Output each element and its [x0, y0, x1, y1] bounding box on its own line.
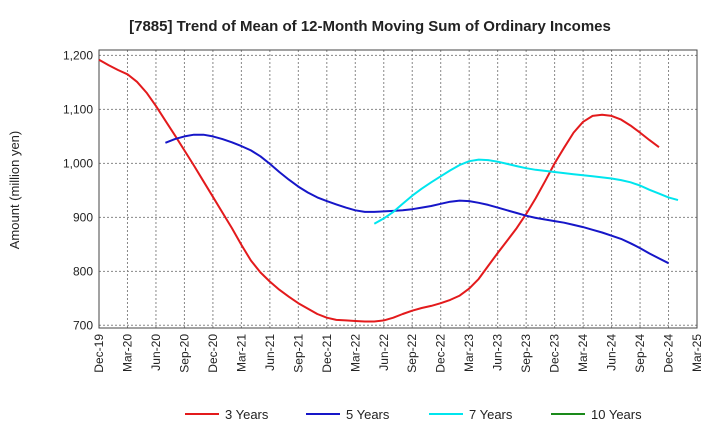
x-tick-label: Dec-20	[206, 334, 220, 373]
x-tick-label: Jun-21	[263, 334, 277, 371]
x-tick-label: Sep-20	[177, 334, 191, 373]
x-tick-label: Sep-23	[519, 334, 533, 373]
x-tick-label: Mar-23	[462, 334, 476, 372]
legend-label: 5 Years	[346, 407, 390, 422]
series-line-3-years	[98, 58, 660, 323]
y-tick-label: 900	[73, 210, 93, 224]
x-tick-label: Jun-22	[377, 334, 391, 371]
x-tick-label: Mar-21	[234, 334, 248, 372]
x-tick-label: Dec-21	[320, 334, 334, 373]
x-tick-label: Sep-24	[633, 334, 647, 373]
x-tick-label: Dec-23	[548, 334, 562, 373]
y-tick-label: 1,000	[63, 156, 93, 170]
x-tick-label: Mar-20	[120, 334, 134, 372]
x-tick-label: Jun-20	[149, 334, 163, 371]
series-line-7-years	[373, 158, 679, 225]
plot-frame	[98, 49, 698, 329]
x-tick-label: Sep-21	[291, 334, 305, 373]
x-tick-label: Jun-23	[491, 334, 505, 371]
x-tick-label: Sep-22	[405, 334, 419, 373]
series-line-5-years	[165, 133, 669, 265]
series-layer	[98, 58, 679, 323]
x-tick-label: Dec-19	[92, 334, 106, 373]
x-tick-label: Dec-24	[662, 334, 676, 373]
y-tick-label: 1,200	[63, 48, 93, 62]
x-tick-label: Dec-22	[434, 334, 448, 373]
y-tick-label: 1,100	[63, 102, 93, 116]
grid-layer	[99, 50, 697, 328]
x-tick-label: Mar-24	[576, 334, 590, 372]
legend: 3 Years 5 Years 7 Years 10 Years	[185, 407, 642, 422]
y-axis-label: Amount (million yen)	[7, 131, 22, 250]
x-tick-label: Mar-22	[348, 334, 362, 372]
legend-label: 3 Years	[225, 407, 269, 422]
y-tick-label: 700	[73, 318, 93, 332]
x-tick-label: Jun-24	[605, 334, 619, 371]
legend-label: 10 Years	[591, 407, 642, 422]
chart-title: [7885] Trend of Mean of 12-Month Moving …	[129, 18, 611, 35]
legend-label: 7 Years	[469, 407, 513, 422]
x-axis-ticks: Dec-19 Mar-20 Jun-20 Sep-20 Dec-20 Mar-21 Jun-…	[92, 334, 704, 373]
y-tick-label: 800	[73, 264, 93, 278]
y-axis-ticks: 700 800 900 1,000 1,100 1,200	[63, 48, 93, 332]
x-tick-label: Mar-25	[690, 334, 704, 372]
